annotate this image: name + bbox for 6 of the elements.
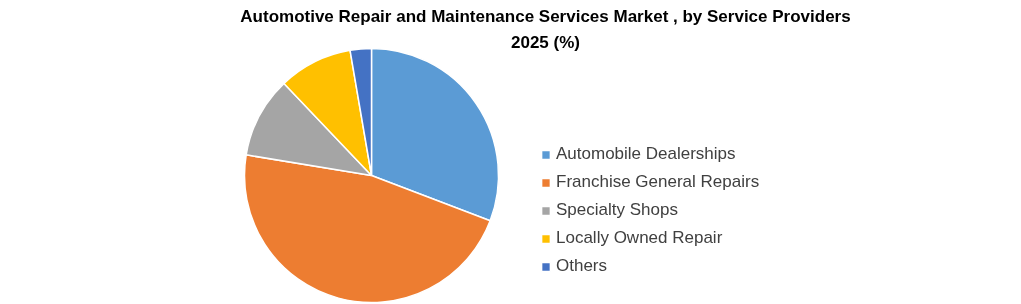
legend-label: Others — [556, 256, 608, 276]
legend-label: Specialty Shops — [556, 200, 678, 220]
chart-title: Automotive Repair and Maintenance Services Market , by Service Providers 2025 (%) — [240, 7, 851, 52]
legend-label: Automobile Dealerships — [556, 144, 736, 164]
legend-label: Locally Owned Repair — [556, 228, 723, 248]
legend-label: Franchise General Repairs — [556, 172, 760, 192]
